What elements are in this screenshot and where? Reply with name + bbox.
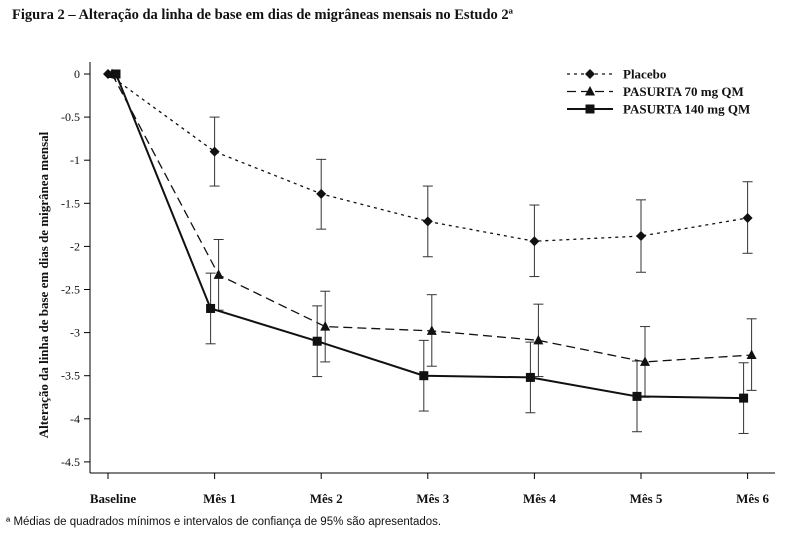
- x-tick-label: Mês 5: [630, 491, 663, 506]
- y-tick-label: -3: [70, 326, 80, 340]
- series-group: [103, 68, 757, 434]
- x-tick-label: Mês 3: [416, 491, 449, 506]
- data-point-triangle: [746, 349, 757, 360]
- x-tick-label: Baseline: [90, 491, 136, 506]
- data-point-square: [419, 371, 429, 381]
- data-point-square: [525, 372, 535, 382]
- data-point-diamond: [316, 188, 327, 199]
- data-point-square: [632, 391, 642, 401]
- y-tick-label: -3.5: [61, 369, 80, 383]
- data-point-diamond: [636, 231, 646, 242]
- series-line: [115, 73, 744, 400]
- y-tick-label: -4: [70, 412, 80, 426]
- y-tick-label: -4.5: [61, 455, 80, 469]
- y-tick-label: -0.5: [61, 110, 80, 124]
- data-point-square: [739, 393, 749, 403]
- legend-label: PASURTA 70 mg QM: [623, 84, 744, 99]
- x-tick-group: Baseline Mês 1 Mês 2 Mês 3 Mês 4 Mês 5 Mês 6: [90, 473, 770, 506]
- series-square: [111, 69, 749, 434]
- series-diamond: [103, 69, 753, 278]
- legend-marker-square: [585, 104, 595, 114]
- y-tick-label: -2.5: [61, 283, 80, 297]
- legend-marker-triangle: [585, 86, 595, 96]
- y-axis-label: Alteração da linha de base em dias de mi…: [36, 131, 51, 438]
- x-axis: Baseline Mês 1 Mês 2 Mês 3 Mês 4 Mês 5 Mês 6: [90, 472, 775, 506]
- footnote: ª Médias de quadrados mínimos e interval…: [6, 516, 442, 528]
- y-tick-label: 0: [74, 67, 80, 81]
- data-point-triangle: [640, 356, 650, 366]
- y-tick-label: -2: [70, 239, 80, 253]
- y-axis: 0 -0.5 -1 -1.5 -2 -2.5 -3 -3.5 -4 -4.5: [61, 62, 91, 473]
- y-tick-group: 0 -0.5 -1 -1.5 -2 -2.5 -3 -3.5 -4 -4.5: [61, 67, 90, 469]
- data-point-triangle: [213, 269, 224, 279]
- data-point-square: [206, 303, 216, 313]
- legend-label: Placebo: [623, 67, 666, 82]
- y-tick-label: -1.5: [61, 196, 80, 210]
- legend-label: PASURTA 140 mg QM: [623, 102, 750, 117]
- x-tick-label: Mês 1: [203, 491, 236, 506]
- data-point-triangle: [320, 321, 331, 331]
- data-point-square: [111, 69, 121, 79]
- data-point-triangle: [533, 334, 544, 345]
- figure-title: Figura 2 – Alteração da linha de base em…: [12, 7, 514, 23]
- legend: Placebo PASURTA 70 mg QM PASURTA 140 mg QM: [567, 67, 750, 117]
- legend-marker-diamond: [585, 69, 595, 79]
- data-point-diamond: [209, 146, 220, 157]
- y-tick-label: -1: [70, 153, 80, 167]
- series-triangle: [107, 68, 757, 398]
- data-point-triangle: [426, 325, 437, 335]
- x-tick-label: Mês 6: [736, 491, 769, 506]
- data-point-diamond: [742, 212, 753, 223]
- data-point-square: [312, 336, 322, 346]
- x-tick-label: Mês 2: [310, 491, 343, 506]
- x-tick-label: Mês 4: [523, 491, 556, 506]
- data-point-diamond: [529, 236, 540, 247]
- data-point-diamond: [422, 216, 433, 227]
